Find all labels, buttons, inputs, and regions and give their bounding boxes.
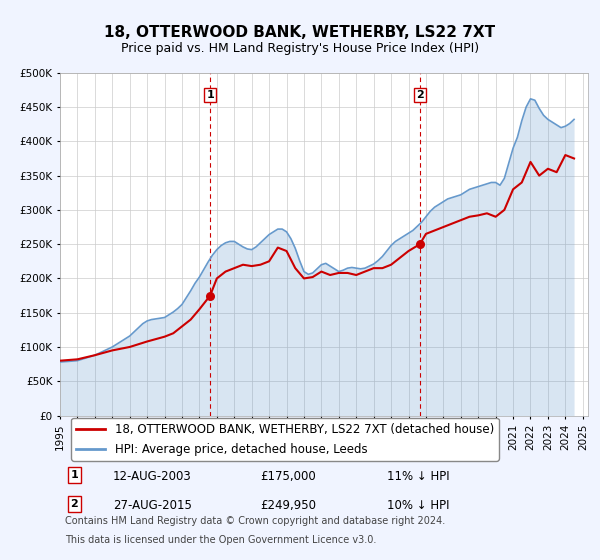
- Legend: 18, OTTERWOOD BANK, WETHERBY, LS22 7XT (detached house), HPI: Average price, det: 18, OTTERWOOD BANK, WETHERBY, LS22 7XT (…: [71, 418, 499, 460]
- Text: 10% ↓ HPI: 10% ↓ HPI: [388, 499, 450, 512]
- Text: Contains HM Land Registry data © Crown copyright and database right 2024.: Contains HM Land Registry data © Crown c…: [65, 516, 446, 526]
- Text: 2: 2: [416, 90, 424, 100]
- Text: 27-AUG-2015: 27-AUG-2015: [113, 499, 191, 512]
- Text: 18, OTTERWOOD BANK, WETHERBY, LS22 7XT: 18, OTTERWOOD BANK, WETHERBY, LS22 7XT: [104, 25, 496, 40]
- Text: This data is licensed under the Open Government Licence v3.0.: This data is licensed under the Open Gov…: [65, 535, 377, 545]
- Text: 1: 1: [206, 90, 214, 100]
- Text: 1: 1: [71, 470, 79, 480]
- Text: 11% ↓ HPI: 11% ↓ HPI: [388, 470, 450, 483]
- Text: Price paid vs. HM Land Registry's House Price Index (HPI): Price paid vs. HM Land Registry's House …: [121, 42, 479, 55]
- Text: £175,000: £175,000: [260, 470, 316, 483]
- Text: £249,950: £249,950: [260, 499, 317, 512]
- Text: 12-AUG-2003: 12-AUG-2003: [113, 470, 191, 483]
- Point: [205, 291, 215, 300]
- Text: 2: 2: [71, 499, 79, 509]
- Point: [415, 240, 425, 249]
